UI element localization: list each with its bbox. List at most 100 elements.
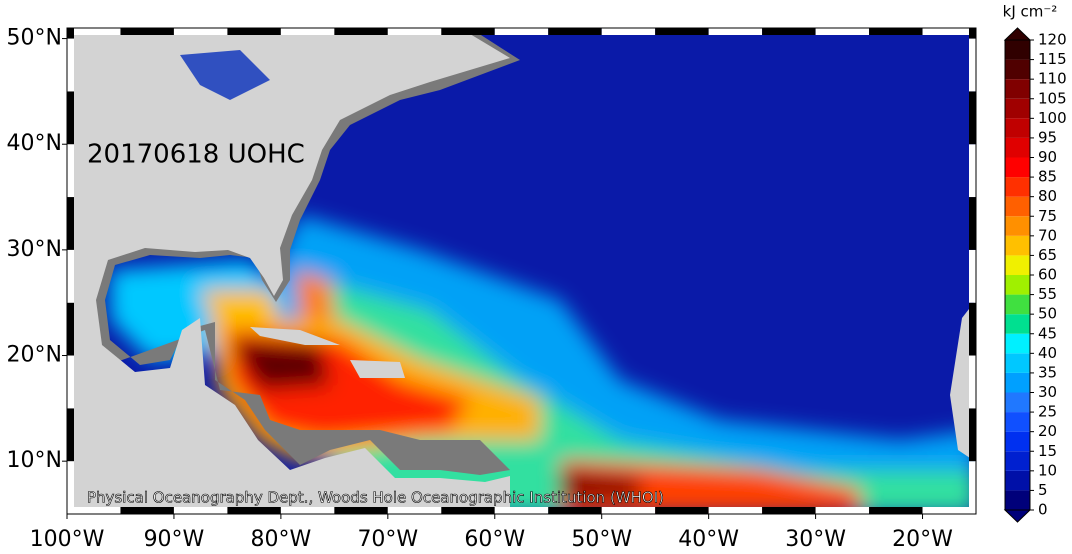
frame-bar: [601, 28, 656, 35]
colorbar-segment: [1005, 98, 1030, 119]
colorbar-tick-label: 85: [1038, 168, 1057, 186]
colorbar-segment: [1005, 40, 1030, 60]
frame-bar: [969, 144, 976, 198]
colorbar-segment: [1005, 255, 1030, 275]
colorbar-tick-label: 20: [1038, 422, 1057, 440]
frame-border: [66, 27, 977, 515]
frame-bar: [869, 28, 923, 35]
frame-bar: [67, 461, 74, 514]
x-tick-label: 50°W: [571, 527, 632, 550]
frame-bar: [387, 28, 442, 35]
x-tick-label: 20°W: [892, 527, 953, 550]
colorbar-tick-label: 70: [1038, 226, 1057, 244]
frame-bar: [969, 28, 976, 39]
map-frame: [66, 27, 977, 515]
colorbar-tick-label: 90: [1038, 148, 1057, 166]
x-tick-label: 70°W: [357, 527, 418, 550]
frame-bar: [708, 28, 763, 35]
colorbar-segment: [1005, 470, 1030, 491]
colorbar-segment: [1005, 353, 1030, 373]
frame-bar: [655, 28, 709, 35]
frame-bar: [67, 28, 74, 39]
colorbar-tick-label: 65: [1038, 246, 1057, 264]
land: [67, 28, 510, 514]
colorbar-segment: [1005, 235, 1030, 256]
land-hispaniola: [350, 360, 405, 378]
colorbar-tick-label: 105: [1038, 89, 1067, 107]
colorbar-tick-label: 5: [1038, 481, 1048, 499]
frame-bar: [441, 28, 495, 35]
colorbar-segment: [1005, 79, 1030, 99]
frame-bar: [67, 302, 74, 356]
colorbar-segment: [1005, 431, 1030, 452]
colorbar-tick-label: 60: [1038, 266, 1057, 284]
y-tick-label: 50°N: [7, 26, 62, 51]
colorbar-segment: [1005, 490, 1030, 510]
frame-bar: [334, 28, 388, 35]
colorbar-segment: [1005, 118, 1030, 138]
colorbar-arrow-top: [1003, 27, 1032, 41]
frame-bar: [762, 28, 816, 35]
colorbar-segment: [1005, 372, 1030, 393]
credit: Physical Oceanography Dept., Woods Hole …: [87, 489, 664, 507]
frame-bar: [969, 249, 976, 303]
colorbar-tick-label: 25: [1038, 403, 1057, 421]
frame-bar: [548, 28, 602, 35]
frame-bar: [815, 507, 870, 514]
colorbar-segment: [1005, 59, 1030, 80]
frame-bar: [280, 28, 335, 35]
frame-bar: [869, 507, 923, 514]
frame-bar: [120, 28, 174, 35]
colorbar-tick-label: 110: [1038, 70, 1067, 88]
frame-bar: [969, 302, 976, 356]
x-tick-label: 90°W: [144, 527, 205, 550]
frame-bar: [762, 507, 816, 514]
frame-bar: [67, 408, 74, 462]
frame-bar: [494, 28, 549, 35]
colorbar-tick-label: 55: [1038, 285, 1057, 303]
frame-bar: [334, 507, 388, 514]
colorbar-segment: [1005, 314, 1030, 334]
frame-bar: [969, 38, 976, 92]
y-tick-label: 20°N: [7, 343, 62, 368]
frame-bar: [815, 28, 870, 35]
colorbar-label: kJ cm⁻²: [1003, 3, 1058, 21]
colorbar-tick-label: 35: [1038, 363, 1057, 381]
colorbar-segment: [1005, 196, 1030, 217]
frame-bar: [548, 507, 602, 514]
colorbar-tick-label: 115: [1038, 50, 1067, 68]
frame-bar: [227, 28, 281, 35]
frame-bar: [67, 91, 74, 145]
frame-bar: [67, 28, 121, 35]
colorbar-tick-label: 40: [1038, 344, 1057, 362]
colorbar-tick-label: 95: [1038, 128, 1057, 146]
frame-bar: [922, 507, 976, 514]
colorbar-tick-label: 45: [1038, 324, 1057, 342]
colorbar-tick-label: 30: [1038, 383, 1057, 401]
frame-bar: [441, 507, 495, 514]
map-title: 20170618 UOHC: [87, 140, 305, 170]
frame-bar: [969, 461, 976, 514]
frame-bar: [387, 507, 442, 514]
x-tick-label: 30°W: [785, 527, 846, 550]
frame-bar: [969, 197, 976, 250]
frame-bar: [922, 28, 976, 35]
colorbar-segment: [1005, 216, 1030, 236]
x-tick-label: 60°W: [464, 527, 525, 550]
frame-bar: [67, 144, 74, 198]
y-tick-label: 10°N: [7, 448, 62, 473]
x-tick-label: 100°W: [30, 527, 105, 550]
y-tick-label: 30°N: [7, 237, 62, 262]
frame-bar: [67, 38, 74, 92]
frame-bar: [969, 355, 976, 409]
frame-bar: [227, 507, 281, 514]
y-tick-label: 40°N: [7, 131, 62, 156]
frame-bar: [655, 507, 709, 514]
frame-bar: [173, 28, 228, 35]
colorbar-segment: [1005, 177, 1030, 197]
colorbar-tick-label: 10: [1038, 461, 1057, 479]
colorbar-tick-label: 100: [1038, 109, 1067, 127]
frame-bar: [67, 355, 74, 409]
frame-bar: [173, 507, 228, 514]
colorbar-segment: [1005, 275, 1030, 295]
